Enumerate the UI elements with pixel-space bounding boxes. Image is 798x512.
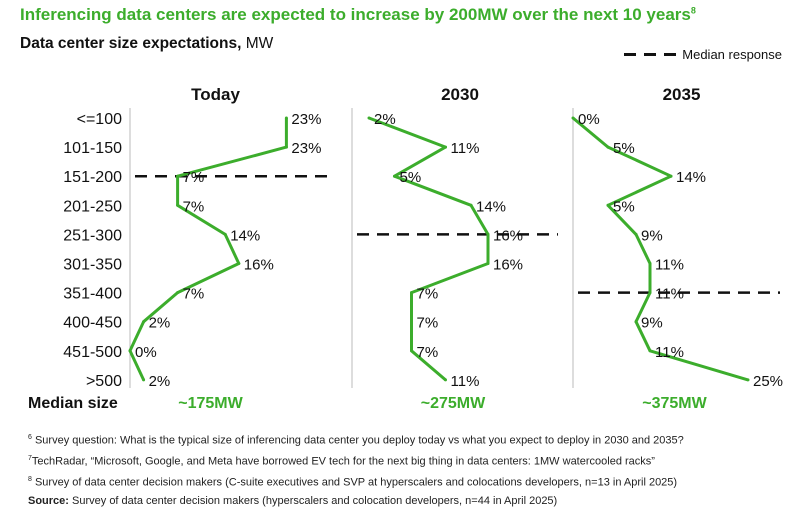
category-label: <=100 bbox=[77, 111, 122, 128]
data-point bbox=[669, 174, 673, 178]
data-point bbox=[486, 262, 490, 265]
data-point bbox=[444, 378, 447, 382]
data-point bbox=[606, 145, 610, 149]
data-label: 11% bbox=[655, 257, 684, 274]
category-label: 301-350 bbox=[63, 257, 122, 274]
data-label: 11% bbox=[451, 373, 480, 390]
data-label: 7% bbox=[417, 286, 439, 303]
chart-subtitle: Data center size expectations, MW bbox=[20, 35, 274, 52]
data-label: 9% bbox=[641, 227, 663, 244]
data-label: 9% bbox=[641, 315, 663, 332]
data-point bbox=[176, 291, 180, 295]
category-label: 451-500 bbox=[63, 344, 122, 361]
data-point bbox=[444, 145, 447, 149]
median-size-today: ~175MW bbox=[178, 395, 243, 412]
data-point bbox=[606, 203, 610, 207]
data-label: 5% bbox=[613, 198, 635, 215]
footnotes: 6 Survey question: What is the typical s… bbox=[28, 429, 684, 510]
panel-title-today: Today bbox=[191, 85, 240, 104]
series-line-today bbox=[128, 118, 288, 381]
data-point bbox=[393, 174, 396, 178]
panel-title-2030: 2030 bbox=[441, 85, 479, 104]
data-label: 16% bbox=[244, 257, 274, 274]
legend-label: Median response bbox=[682, 47, 782, 62]
data-point bbox=[746, 378, 750, 382]
data-label: 23% bbox=[291, 140, 321, 157]
data-label: 0% bbox=[578, 111, 600, 128]
data-label: 14% bbox=[230, 227, 260, 244]
data-point bbox=[284, 145, 288, 149]
data-point bbox=[648, 262, 652, 265]
data-label: 11% bbox=[655, 344, 684, 361]
footnote-6: 6 Survey question: What is the typical s… bbox=[28, 434, 684, 447]
data-label: 0% bbox=[135, 344, 157, 361]
chart-area: <=100 101-150 151-200 201-250 251-300 301-350… bbox=[28, 85, 783, 412]
data-label: 7% bbox=[417, 315, 439, 332]
data-point bbox=[648, 349, 652, 353]
median-row-label: Median size bbox=[28, 395, 118, 412]
data-label: 11% bbox=[451, 140, 480, 157]
data-label: 11% bbox=[655, 286, 684, 303]
category-label: 351-400 bbox=[63, 286, 122, 303]
data-point bbox=[634, 320, 638, 324]
median-dash-icon bbox=[624, 53, 677, 56]
data-point bbox=[410, 320, 413, 324]
category-label: 400-450 bbox=[63, 315, 122, 332]
data-label: 16% bbox=[493, 257, 523, 274]
chart-title: Inferencing data centers are expected to… bbox=[20, 5, 696, 24]
data-point bbox=[128, 349, 132, 353]
data-label: 2% bbox=[149, 315, 171, 332]
median-size-2035: ~375MW bbox=[642, 395, 707, 412]
data-point bbox=[284, 116, 288, 120]
footnote-8: 8 Survey of data center decision makers … bbox=[28, 475, 678, 489]
footnote-7: 7TechRadar, “Microsoft, Google, and Meta… bbox=[28, 454, 655, 468]
category-label: 251-300 bbox=[63, 227, 122, 244]
data-point bbox=[176, 174, 180, 178]
data-point bbox=[648, 291, 652, 295]
data-label: 2% bbox=[149, 373, 171, 390]
series-line-2030 bbox=[368, 116, 490, 382]
data-label: 14% bbox=[676, 169, 706, 186]
category-label: >500 bbox=[86, 373, 122, 390]
data-point bbox=[176, 203, 180, 207]
panel-title-2035: 2035 bbox=[663, 85, 701, 104]
data-label: 14% bbox=[476, 198, 506, 215]
data-point bbox=[142, 378, 146, 382]
data-label: 25% bbox=[753, 373, 783, 390]
data-label: 7% bbox=[417, 344, 439, 361]
data-label: 7% bbox=[183, 198, 205, 215]
data-label: 7% bbox=[183, 169, 205, 186]
data-label: 7% bbox=[183, 286, 205, 303]
category-label: 201-250 bbox=[63, 198, 122, 215]
data-label: 5% bbox=[613, 140, 635, 157]
category-label: 101-150 bbox=[63, 140, 122, 157]
data-point bbox=[142, 320, 146, 324]
legend: Median response bbox=[624, 47, 782, 62]
data-point bbox=[237, 262, 241, 265]
median-size-2030: ~275MW bbox=[421, 395, 486, 412]
series-line-2035 bbox=[572, 116, 749, 382]
data-point bbox=[469, 203, 473, 207]
source-note: Source: Survey of data center decision m… bbox=[28, 494, 558, 507]
data-point bbox=[571, 116, 575, 120]
data-point bbox=[410, 291, 413, 295]
data-label: 5% bbox=[400, 169, 422, 186]
data-label: 2% bbox=[374, 111, 396, 128]
data-point bbox=[367, 116, 371, 120]
data-label: 16% bbox=[493, 227, 523, 244]
data-point bbox=[486, 232, 490, 236]
data-point bbox=[634, 232, 638, 236]
data-label: 23% bbox=[291, 111, 321, 128]
category-label: 151-200 bbox=[63, 169, 122, 186]
data-point bbox=[410, 349, 413, 353]
data-point bbox=[223, 232, 227, 236]
